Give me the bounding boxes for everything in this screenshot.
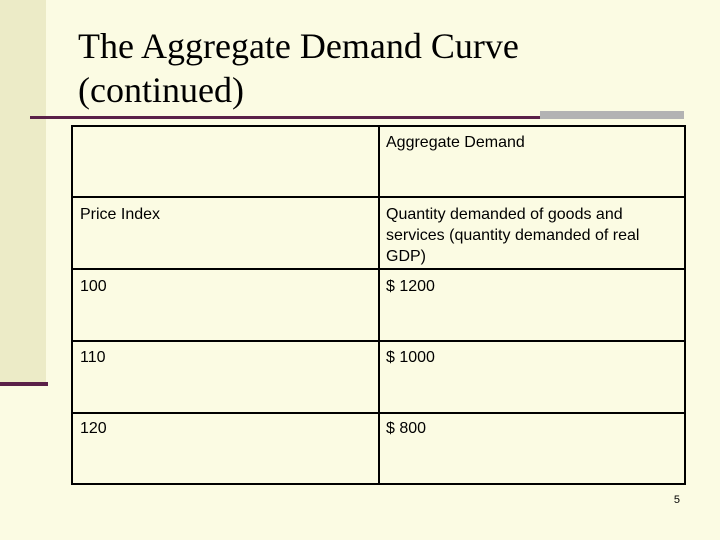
title-underline-accent	[540, 111, 684, 119]
column-header-price-index: Price Index	[80, 206, 161, 223]
table-cell-quantity: $ 800	[386, 420, 427, 437]
slide-title: The Aggregate Demand Curve (continued)	[78, 24, 678, 112]
column-header-quantity: Quantity demanded of goods and services …	[386, 206, 640, 265]
table-cell-price-index: 100	[80, 278, 107, 295]
slide-title-line-2: (continued)	[78, 70, 244, 110]
slide-number: 5	[673, 494, 680, 506]
slide-title-line-1: The Aggregate Demand Curve	[78, 26, 519, 66]
title-underline	[30, 116, 540, 119]
row-divider	[73, 412, 684, 414]
row-divider	[73, 196, 684, 198]
table-cell-quantity: $ 1000	[386, 349, 435, 366]
aggregate-demand-table: Aggregate Demand Price Index Quantity de…	[71, 125, 686, 485]
table-cell-price-index: 110	[80, 349, 106, 366]
decorative-side-band	[0, 0, 46, 382]
table-header: Aggregate Demand	[386, 134, 525, 151]
column-divider	[378, 127, 380, 483]
table-cell-quantity: $ 1200	[386, 278, 435, 295]
row-divider	[73, 268, 684, 270]
decorative-side-band-accent	[0, 382, 48, 386]
table-cell-price-index: 120	[80, 420, 107, 437]
row-divider	[73, 340, 684, 342]
